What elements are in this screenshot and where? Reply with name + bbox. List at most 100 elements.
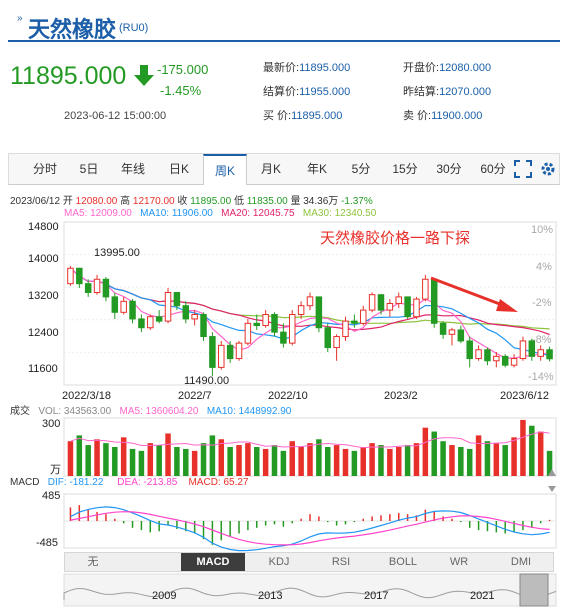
candle-body — [280, 331, 287, 344]
tab-5min[interactable]: 5分 — [351, 162, 371, 176]
stat-label: 结算价: — [263, 86, 300, 98]
pct-tick: -2% — [532, 297, 552, 309]
date-tick: 2022/3/18 — [62, 390, 111, 402]
ind-tab-none[interactable]: 无 — [87, 556, 99, 568]
info-high-label: 高 — [120, 196, 131, 207]
tab-60min[interactable]: 60分 — [480, 162, 506, 176]
stat-settle: 结算价:11955.000 — [263, 83, 350, 99]
candle-body — [271, 314, 278, 333]
info-close: 11895.00 — [190, 196, 232, 207]
candle-body — [324, 327, 331, 349]
low-mark: 11490.00 — [184, 375, 230, 387]
candle-body — [359, 309, 367, 324]
settings-icon[interactable] — [539, 160, 557, 178]
volume-bar — [520, 419, 526, 476]
candle-body — [537, 349, 544, 357]
navigator-window — [519, 573, 549, 607]
last-price: 11895.000 — [10, 62, 127, 90]
candle-body — [501, 355, 509, 366]
candle-body — [466, 340, 473, 360]
volume-bar — [236, 445, 242, 476]
volume-bar — [316, 439, 322, 476]
volume-bar — [191, 450, 198, 476]
volume-bar — [413, 443, 420, 476]
candle-body — [244, 322, 252, 344]
stat-prev-settle: 昨结算:12070.000 — [403, 83, 491, 99]
tab-weekly-k[interactable]: 周K — [203, 154, 247, 185]
date-tick: 2023/2 — [384, 390, 418, 402]
candle-body — [191, 314, 198, 320]
stat-bid: 买 价:11895.000 — [263, 107, 342, 123]
stat-value: 11895.000 — [291, 110, 343, 122]
ind-tab-boll[interactable]: BOLL — [388, 556, 418, 568]
candle-body — [519, 340, 527, 360]
volume-bar — [546, 450, 553, 476]
price-tick: 13200 — [28, 290, 59, 302]
volume-bar — [271, 445, 278, 476]
tab-15min[interactable]: 15分 — [392, 162, 418, 176]
tab-5day[interactable]: 5日 — [79, 162, 99, 176]
volume-bar — [502, 445, 508, 476]
candle-body — [546, 349, 553, 360]
candle-body — [262, 314, 269, 327]
expand-arrow-icon — [548, 486, 556, 492]
stat-value: 11895.000 — [299, 62, 351, 74]
page-title: 天然橡胶 — [28, 17, 117, 43]
info-high: 12170.00 — [132, 196, 175, 207]
ind-tab-macd[interactable]: MACD — [181, 553, 245, 571]
ind-tab-rsi[interactable]: RSI — [331, 556, 351, 568]
date-tick: 2022/10 — [268, 390, 308, 402]
stat-value: 11955.000 — [299, 86, 351, 98]
high-mark: 13995.00 — [94, 247, 140, 259]
info-open: 12080.00 — [75, 196, 118, 207]
ind-tab-kdj[interactable]: KDJ — [268, 556, 290, 568]
candle-body — [457, 329, 465, 342]
header: » 天然橡胶 (RU0) — [0, 0, 563, 43]
volume-bar — [395, 447, 402, 476]
candle-body — [475, 349, 482, 360]
tab-daily-k[interactable]: 日K — [168, 162, 189, 176]
stat-ask: 卖 价:11900.000 — [403, 107, 482, 123]
volume-bar — [449, 445, 455, 476]
volume-bar — [378, 445, 384, 476]
ma5-line — [70, 267, 550, 359]
indicator-tabs: 无 MACD KDJ RSI BOLL WR DMI — [64, 552, 554, 572]
collapse-arrow-icon — [548, 469, 556, 476]
volume-bar — [475, 435, 482, 476]
tab-monthly-k[interactable]: 月K — [260, 162, 281, 176]
price-tick: 14000 — [28, 253, 59, 265]
volume-bar — [76, 435, 83, 476]
volume-bar — [174, 447, 180, 476]
tab-intraday[interactable]: 分时 — [32, 162, 57, 176]
volume-bar — [138, 450, 145, 476]
volume-bar — [466, 448, 473, 476]
macd-dif: DIF: -181.22 — [47, 477, 104, 488]
candle-body — [129, 300, 136, 320]
ma20-label: MA20: 12045.75 — [221, 208, 295, 219]
ma5-label: MA5: 12009.00 — [64, 208, 132, 219]
vol-ma10: MA10: 1448992.90 — [206, 406, 292, 417]
fullscreen-icon[interactable] — [514, 160, 532, 178]
price-change-pct: -1.45% — [160, 83, 202, 98]
ma30-label: MA30: 12340.50 — [302, 208, 377, 219]
tab-30min[interactable]: 30分 — [436, 162, 462, 176]
volume-bar — [85, 445, 91, 476]
volume-bar — [458, 447, 464, 476]
candle-body — [67, 267, 74, 285]
ind-tab-wr[interactable]: WR — [449, 556, 469, 568]
tab-yearly-k[interactable]: 年K — [306, 162, 327, 176]
volume-bar — [200, 443, 207, 476]
volume-bar — [112, 447, 118, 476]
volume-bar — [165, 433, 171, 476]
ind-tab-dmi[interactable]: DMI — [510, 556, 532, 568]
macd-axis-bottom: -485 — [36, 537, 59, 549]
tab-year-line[interactable]: 年线 — [120, 162, 145, 176]
candle-body — [120, 300, 127, 313]
volume-bar — [254, 447, 260, 476]
volume-bar — [369, 443, 375, 476]
stat-label: 最新价: — [263, 62, 300, 74]
nav-year: 2013 — [258, 590, 283, 602]
volume-bar — [537, 431, 544, 476]
volume-bar — [324, 447, 331, 476]
price-panel-frame — [63, 221, 557, 386]
